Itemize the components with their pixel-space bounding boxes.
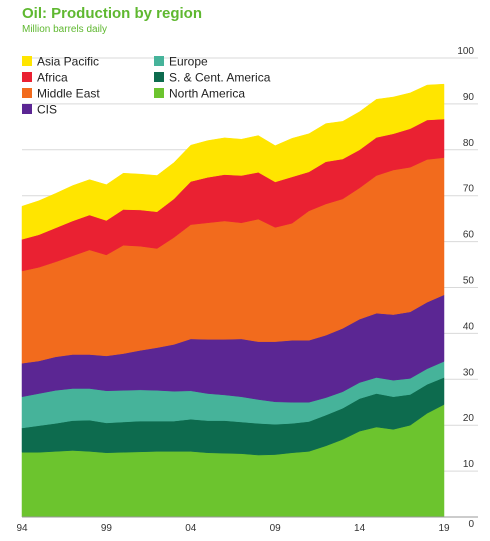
x-tick-label: 19 — [438, 523, 450, 534]
y-tick-label: 0 — [468, 519, 474, 530]
y-tick-label: 10 — [463, 459, 475, 470]
legend-label-europe: Europe — [169, 55, 208, 69]
legend-label-asia-pacific: Asia Pacific — [37, 55, 99, 69]
x-tick-label: 04 — [185, 523, 197, 534]
x-tick-label: 14 — [354, 523, 366, 534]
legend-label-s-cent-america: S. & Cent. America — [169, 71, 271, 85]
x-tick-label: 09 — [270, 523, 282, 534]
legend-swatch-asia-pacific — [22, 56, 32, 66]
legend-swatch-cis — [22, 104, 32, 114]
y-tick-label: 40 — [463, 321, 475, 332]
y-tick-label: 50 — [463, 276, 475, 287]
legend: Asia Pacific Africa Middle East CIS Europe S.… — [22, 55, 271, 117]
x-tick-label: 99 — [101, 523, 113, 534]
chart-subtitle: Million barrels daily — [22, 24, 108, 35]
legend-label-africa: Africa — [37, 71, 68, 85]
x-tick-label: 94 — [16, 523, 28, 534]
y-tick-label: 100 — [457, 46, 474, 57]
legend-swatch-middle-east — [22, 88, 32, 98]
y-tick-label: 90 — [463, 92, 475, 103]
legend-label-middle-east: Middle East — [37, 87, 100, 101]
y-tick-label: 70 — [463, 184, 475, 195]
area-asia-pacific — [21, 83, 445, 240]
legend-label-cis: CIS — [37, 103, 57, 117]
legend-label-north-america: North America — [169, 87, 245, 101]
axes: 0 10 20 30 40 50 60 70 80 90 100 94 99 04 09 14 19 — [16, 46, 478, 534]
y-tick-label: 60 — [463, 230, 475, 241]
legend-swatch-europe — [154, 56, 164, 66]
y-tick-label: 20 — [463, 413, 475, 424]
legend-swatch-africa — [22, 72, 32, 82]
legend-swatch-s-cent-america — [154, 72, 164, 82]
stacked-areas — [21, 83, 445, 518]
y-tick-label: 80 — [463, 138, 475, 149]
legend-swatch-north-america — [154, 88, 164, 98]
chart-title: Oil: Production by region — [22, 5, 202, 22]
y-tick-label: 30 — [463, 367, 475, 378]
